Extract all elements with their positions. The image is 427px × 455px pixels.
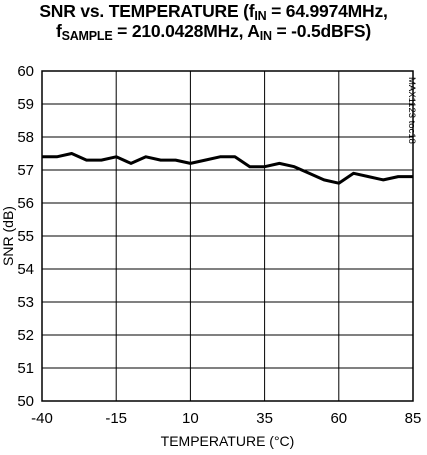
- x-tick-label: 35: [256, 410, 273, 427]
- y-tick-label: 52: [17, 327, 34, 344]
- y-tick-label: 56: [17, 195, 34, 212]
- x-tick-label: 60: [330, 410, 347, 427]
- x-axis-label: TEMPERATURE (°C): [161, 433, 295, 449]
- y-tick-label: 51: [17, 360, 34, 377]
- series-layer: [42, 152, 413, 185]
- y-tick-labels: 50 51 52 53 54 55 56 57 58 59 60: [17, 63, 34, 410]
- title-text: f: [55, 21, 62, 41]
- x-tick-label: 10: [182, 410, 199, 427]
- y-tick-label: 54: [17, 261, 34, 278]
- figure-code-label: MAX1123 toc18: [406, 77, 417, 144]
- y-tick-label: 60: [17, 63, 34, 80]
- title-text: SNR vs. TEMPERATURE (f: [39, 1, 255, 21]
- y-tick-label: 55: [17, 228, 34, 245]
- y-tick-label: 53: [17, 294, 34, 311]
- x-tick-label: 85: [405, 410, 422, 427]
- y-tick-label: 50: [17, 393, 34, 410]
- chart-title-line-1: SNR vs. TEMPERATURE (fIN = 64.9974MHz,: [0, 1, 427, 23]
- title-text: = 210.0428MHz, A: [112, 21, 260, 41]
- chart-title-line-2: fSAMPLE = 210.0428MHz, AIN = -0.5dBFS): [0, 21, 427, 43]
- y-tick-label: 57: [17, 162, 34, 179]
- title-subscript: IN: [254, 9, 267, 23]
- grid: [41, 70, 414, 402]
- snr-series-line: [42, 152, 413, 185]
- title-text: = 64.9974MHz,: [266, 1, 388, 21]
- title-subscript: SAMPLE: [61, 29, 113, 43]
- title-text: = -0.5dBFS): [271, 21, 372, 41]
- plot-frame: [41, 70, 414, 402]
- y-axis-label: SNR (dB): [0, 206, 16, 266]
- y-tick-label: 58: [17, 129, 34, 146]
- y-tick-label: 59: [17, 96, 34, 113]
- x-tick-labels: -40 -15 10 35 60 85: [31, 410, 421, 427]
- x-tick-label: -40: [31, 410, 53, 427]
- x-tick-label: -15: [105, 410, 127, 427]
- title-subscript: IN: [259, 29, 272, 43]
